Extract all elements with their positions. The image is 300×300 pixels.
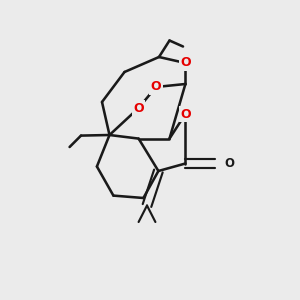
- Text: O: O: [180, 56, 191, 70]
- Text: O: O: [133, 101, 144, 115]
- Text: O: O: [224, 157, 234, 170]
- Text: O: O: [180, 107, 191, 121]
- Text: O: O: [151, 80, 161, 94]
